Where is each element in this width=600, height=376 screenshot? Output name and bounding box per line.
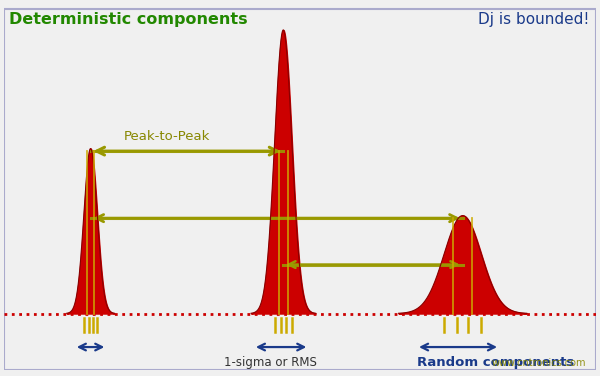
- Text: Peak-to-Peak: Peak-to-Peak: [124, 130, 210, 143]
- Text: www.cntronics.com: www.cntronics.com: [491, 358, 586, 368]
- Text: Random components: Random components: [417, 356, 575, 369]
- Text: Dj is bounded!: Dj is bounded!: [478, 12, 589, 27]
- Text: 1-sigma or RMS: 1-sigma or RMS: [224, 356, 316, 369]
- Text: Deterministic components: Deterministic components: [10, 12, 248, 27]
